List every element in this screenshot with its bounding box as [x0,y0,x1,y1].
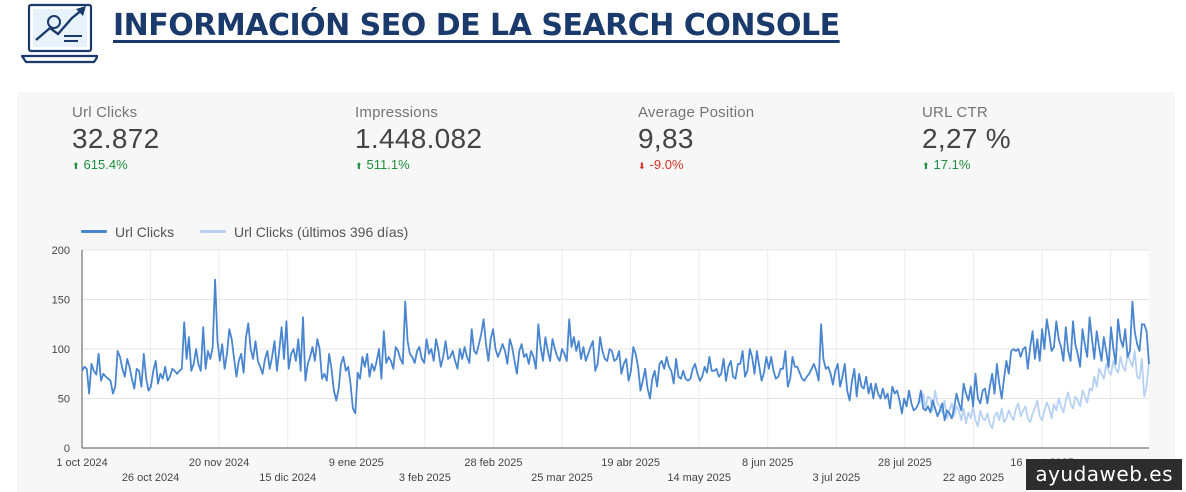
x-tick-label: 20 nov 2024 [189,457,250,469]
kpi-value: 1.448.082 [355,123,483,154]
kpi-change-text: 615.4% [83,157,128,172]
x-tick-label: 14 may 2025 [667,472,731,484]
legend-item-previous[interactable]: Url Clicks (últimos 396 días) [200,224,408,240]
legend-label: Url Clicks [115,223,175,240]
y-tick-label: 0 [64,443,70,455]
kpi-change-text: -9.0% [649,157,684,172]
kpi-label: URL CTR [922,104,988,121]
kpi-label: Average Position [638,104,755,121]
x-tick-label: 9 ene 2025 [329,457,384,469]
x-tick-label: 15 dic 2024 [259,472,316,484]
kpi-label: Impressions [355,104,439,121]
y-tick-label: 200 [52,245,70,257]
x-tick-label: 25 mar 2025 [531,472,593,484]
kpi-url-ctr[interactable]: URL CTR 2,27 % ⬆ 17.1% [922,104,1011,172]
kpi-change-text: 17.1% [933,157,971,172]
x-tick-label: 3 feb 2025 [399,472,451,484]
x-tick-label: 1 oct 2024 [56,457,107,469]
x-tick-label: 26 oct 2024 [122,472,180,484]
x-tick-label: 8 jun 2025 [742,457,793,469]
legend-item-current[interactable]: Url Clicks [81,224,174,240]
seo-panel: Url Clicks 32.872 ⬆ 615.4% Impressions 1.… [17,92,1175,492]
kpi-change: ⬆ 511.1% [355,157,482,172]
x-tick-label: 19 abr 2025 [601,457,660,469]
y-tick-label: 100 [52,344,70,356]
x-tick-label: 3 jul 2025 [812,472,860,484]
watermark: ayudaweb.es [1026,459,1182,490]
legend-swatch-current [81,230,107,233]
x-tick-label: 22 ago 2025 [943,472,1004,484]
kpi-change-text: 511.1% [366,157,410,172]
y-tick-label: 150 [52,295,70,307]
arrow-up-icon: ⬆ [72,161,80,171]
page-title: INFORMACIÓN SEO DE LA SEARCH CONSOLE [113,8,840,43]
clicks-line-chart: 0 50 100 150 200 1 oct 2024 20 nov 2024 9 ene 2… [52,245,1150,484]
arrow-up-icon: ⬆ [355,161,363,171]
kpi-impressions[interactable]: Impressions 1.448.082 ⬆ 511.1% [355,104,482,172]
kpi-value: 2,27 % [922,123,1011,154]
kpi-change: ⬆ 17.1% [922,157,1011,172]
kpi-value: 32.872 [72,123,160,154]
legend-label: Url Clicks (últimos 396 días) [234,223,409,240]
kpi-change: ⬆ 615.4% [72,157,159,172]
kpi-url-clicks[interactable]: Url Clicks 32.872 ⬆ 615.4% [72,104,159,172]
chart-legend: Url Clicks Url Clicks (últimos 396 días) [81,220,430,240]
kpi-average-position[interactable]: Average Position 9,83 ⬇ -9.0% [638,104,754,172]
laptop-chart-icon [20,3,98,64]
y-tick-label: 50 [58,394,70,406]
kpi-value: 9,83 [638,123,694,154]
x-tick-label: 28 feb 2025 [464,457,522,469]
arrow-down-icon: ⬇ [638,161,646,171]
series-line-previous [917,350,1150,430]
arrow-up-icon: ⬆ [922,161,930,171]
series-line-url-clicks [81,278,1150,422]
legend-swatch-previous [200,230,226,233]
kpi-label: Url Clicks [72,104,138,121]
x-tick-label: 28 jul 2025 [878,457,932,469]
kpi-change: ⬇ -9.0% [638,157,754,172]
